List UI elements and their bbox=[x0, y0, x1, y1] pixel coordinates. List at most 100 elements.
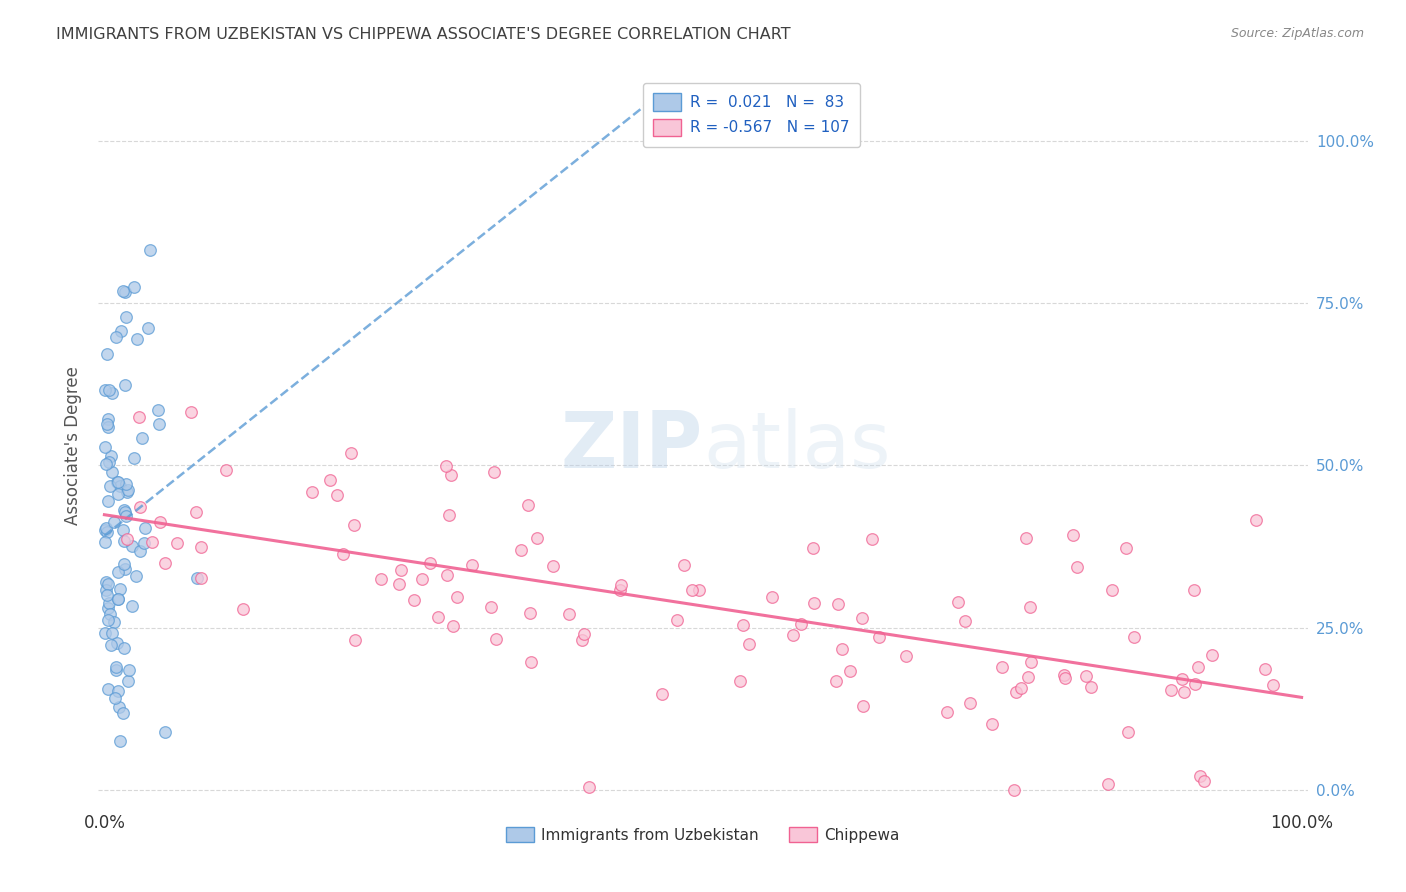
Point bbox=[860, 532, 883, 546]
Point bbox=[1122, 631, 1144, 645]
Point bbox=[94, 440, 117, 454]
Point bbox=[166, 535, 188, 549]
Point bbox=[129, 500, 152, 515]
Point bbox=[1188, 769, 1211, 783]
Point bbox=[446, 590, 468, 604]
Point bbox=[111, 706, 134, 720]
Point bbox=[190, 571, 212, 585]
Point bbox=[115, 532, 138, 546]
Point bbox=[108, 734, 131, 748]
Point bbox=[103, 515, 125, 529]
Point bbox=[114, 562, 136, 576]
Point bbox=[104, 690, 127, 705]
Point bbox=[114, 285, 136, 300]
Point bbox=[108, 478, 131, 492]
Point bbox=[107, 565, 129, 579]
Point bbox=[301, 484, 323, 499]
Point bbox=[94, 523, 117, 537]
Y-axis label: Associate's Degree: Associate's Degree bbox=[65, 367, 83, 525]
Point bbox=[520, 655, 543, 669]
Point bbox=[946, 594, 969, 608]
Point bbox=[146, 402, 169, 417]
Point bbox=[340, 446, 363, 460]
Legend: Immigrants from Uzbekistan, Chippewa: Immigrants from Uzbekistan, Chippewa bbox=[501, 821, 905, 848]
Point bbox=[114, 509, 136, 524]
Point bbox=[1004, 782, 1026, 797]
Point bbox=[894, 648, 917, 663]
Point bbox=[101, 386, 124, 401]
Point bbox=[609, 578, 631, 592]
Point bbox=[121, 599, 143, 613]
Point bbox=[419, 556, 441, 570]
Point bbox=[343, 518, 366, 533]
Point bbox=[1261, 677, 1284, 691]
Point bbox=[97, 600, 120, 615]
Point bbox=[100, 638, 122, 652]
Point bbox=[107, 684, 129, 698]
Point bbox=[578, 780, 600, 794]
Point bbox=[1019, 599, 1042, 614]
Point bbox=[121, 539, 143, 553]
Point bbox=[94, 535, 117, 549]
Point bbox=[149, 515, 172, 529]
Point bbox=[94, 626, 117, 640]
Point bbox=[96, 420, 118, 434]
Point bbox=[803, 596, 825, 610]
Point bbox=[1115, 541, 1137, 555]
Point bbox=[519, 606, 541, 620]
Point bbox=[782, 627, 804, 641]
Point bbox=[117, 484, 139, 499]
Point bbox=[831, 641, 853, 656]
Point bbox=[107, 475, 129, 490]
Point bbox=[1019, 656, 1042, 670]
Point bbox=[114, 557, 136, 571]
Point bbox=[94, 383, 117, 397]
Point bbox=[117, 483, 139, 497]
Point bbox=[1005, 685, 1028, 699]
Point bbox=[1097, 777, 1119, 791]
Point bbox=[959, 696, 981, 710]
Point bbox=[789, 616, 811, 631]
Point bbox=[1080, 680, 1102, 694]
Point bbox=[825, 673, 848, 688]
Point bbox=[96, 588, 118, 602]
Point bbox=[98, 607, 121, 621]
Point bbox=[124, 280, 146, 294]
Point bbox=[96, 346, 118, 360]
Point bbox=[326, 488, 349, 502]
Point bbox=[389, 563, 412, 577]
Point bbox=[107, 592, 129, 607]
Text: atlas: atlas bbox=[703, 408, 890, 484]
Point bbox=[97, 681, 120, 696]
Point bbox=[114, 378, 136, 392]
Point bbox=[681, 582, 703, 597]
Point bbox=[1201, 648, 1223, 662]
Point bbox=[107, 591, 129, 606]
Point bbox=[141, 535, 163, 549]
Point bbox=[991, 659, 1014, 673]
Point bbox=[96, 417, 118, 431]
Point bbox=[1194, 773, 1216, 788]
Point bbox=[388, 577, 411, 591]
Point bbox=[131, 430, 153, 444]
Point bbox=[738, 637, 761, 651]
Point bbox=[115, 477, 138, 491]
Point bbox=[125, 569, 148, 583]
Point bbox=[571, 632, 593, 647]
Point bbox=[98, 596, 121, 610]
Point bbox=[1184, 677, 1206, 691]
Point bbox=[1160, 682, 1182, 697]
Point bbox=[1015, 531, 1038, 545]
Point bbox=[935, 706, 957, 720]
Point bbox=[319, 473, 342, 487]
Point bbox=[440, 467, 463, 482]
Point bbox=[122, 450, 145, 465]
Point bbox=[868, 631, 890, 645]
Point bbox=[666, 613, 689, 627]
Point bbox=[101, 465, 124, 479]
Point bbox=[134, 535, 156, 549]
Point bbox=[1182, 582, 1205, 597]
Point bbox=[332, 547, 354, 561]
Point bbox=[128, 409, 150, 424]
Text: Source: ZipAtlas.com: Source: ZipAtlas.com bbox=[1230, 27, 1364, 40]
